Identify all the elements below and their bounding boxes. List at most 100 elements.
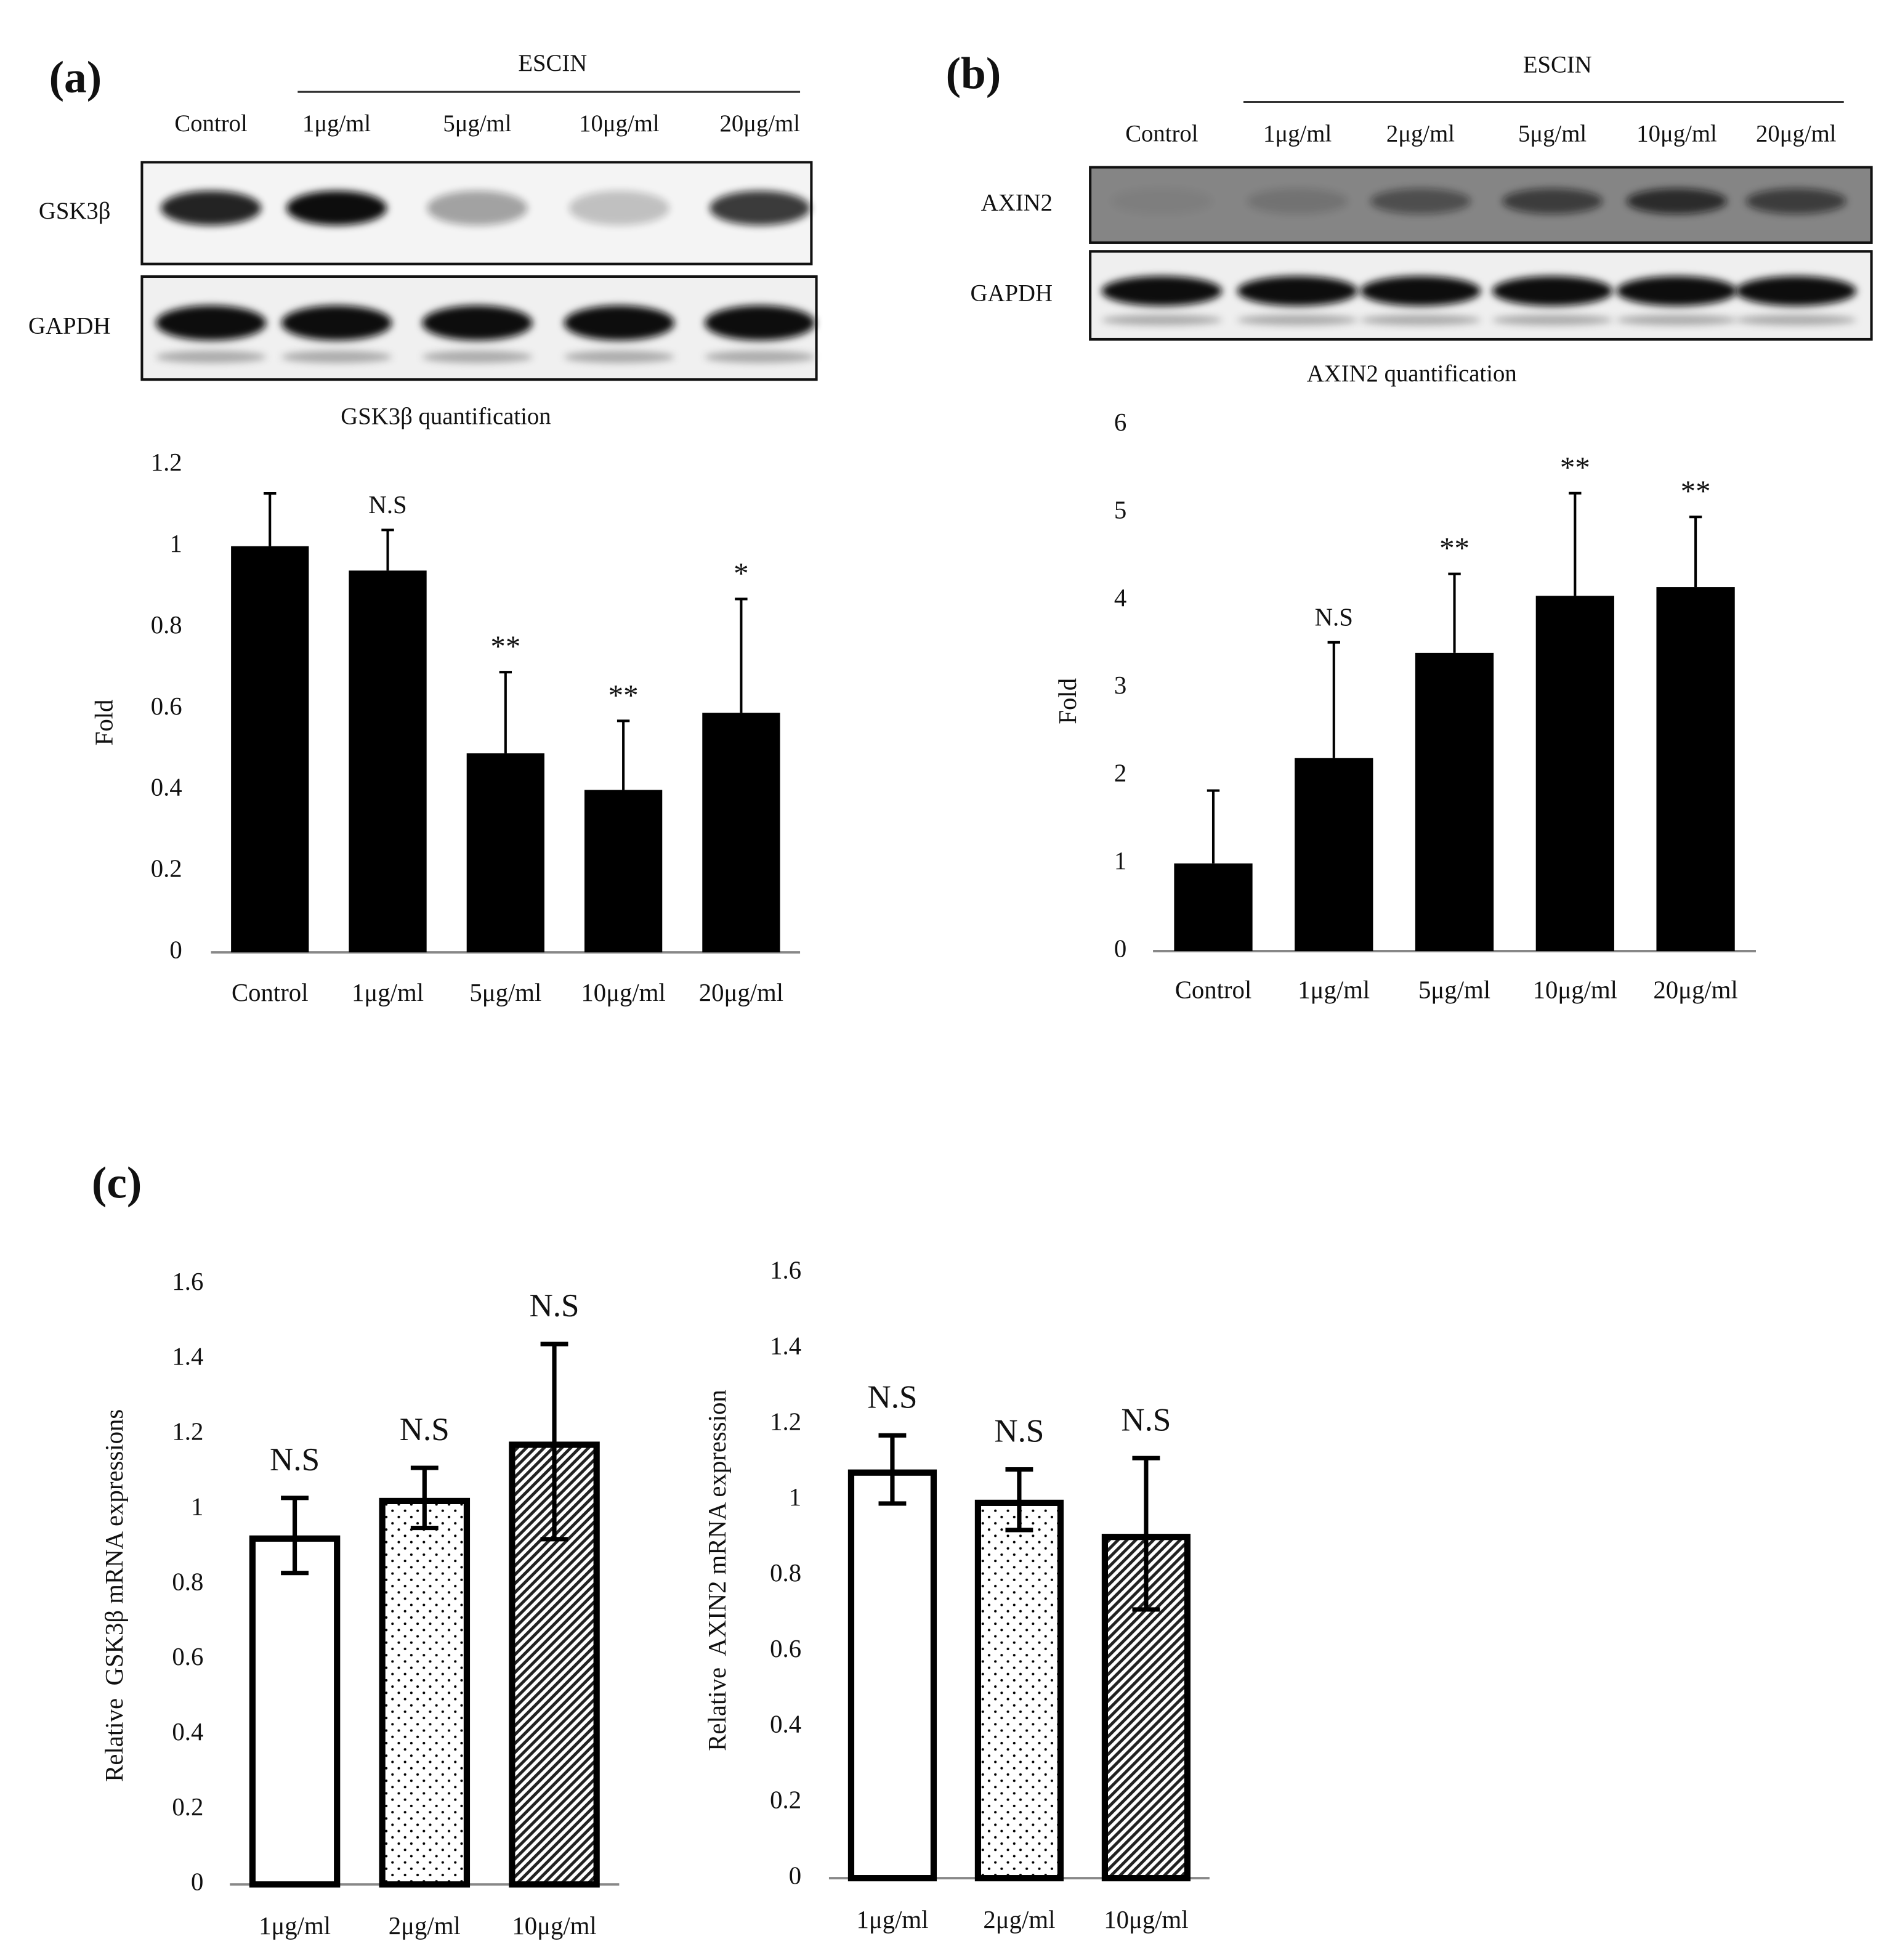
y-tick-label: 1.2 — [151, 448, 182, 476]
chart-title: AXIN2 quantification — [1307, 360, 1517, 387]
blot-band — [1237, 276, 1358, 306]
x-tick-label: 5μg/ml — [469, 979, 541, 1006]
y-tick-label: 5 — [1114, 496, 1126, 524]
annotation: N.S — [994, 1414, 1044, 1449]
x-tick-label: 2μg/ml — [389, 1912, 461, 1940]
annotation: N.S — [368, 491, 406, 519]
blot-band — [281, 305, 392, 341]
bar — [379, 1497, 471, 1888]
y-tick-label: 0.8 — [770, 1559, 801, 1587]
row-label: GAPDH — [971, 280, 1053, 306]
group-label: ESCIN — [1523, 51, 1592, 78]
annotation: ** — [490, 630, 520, 663]
y-tick-label: 0 — [191, 1868, 203, 1896]
blot-band — [1492, 314, 1613, 326]
y-tick-label: 0.6 — [770, 1635, 801, 1662]
y-tick-label: 0 — [789, 1861, 801, 1889]
x-tick-label: 10μg/ml — [581, 979, 665, 1006]
bar — [249, 1535, 341, 1888]
y-tick-label: 0.2 — [770, 1786, 801, 1814]
x-tick-label: Control — [1175, 976, 1252, 1004]
blot-band — [422, 305, 533, 341]
blot-band — [286, 190, 387, 225]
lane-label: 5μg/ml — [443, 110, 511, 137]
x-tick-label: 10μg/ml — [1104, 1906, 1188, 1934]
blot-band — [564, 305, 675, 341]
y-axis-label: Relative AXIN2 mRNA expression — [703, 1390, 731, 1751]
y-tick-label: 0.6 — [172, 1643, 203, 1670]
x-tick-label: 5μg/ml — [1418, 976, 1490, 1004]
lane-label: 10μg/ml — [579, 110, 660, 137]
x-tick-label: 20μg/ml — [699, 979, 783, 1006]
annotation: N.S — [400, 1412, 450, 1448]
blot-band — [1237, 314, 1358, 326]
y-tick-label: 1 — [789, 1483, 801, 1511]
lane-label: 5μg/ml — [1518, 120, 1587, 147]
blot-band — [1626, 188, 1728, 214]
blot-band — [422, 350, 533, 363]
lane-label: 10μg/ml — [1636, 120, 1717, 147]
y-tick-label: 1 — [191, 1492, 203, 1520]
error-bar — [1005, 1467, 1033, 1533]
y-tick-label: 1 — [1114, 847, 1126, 875]
row-label: GAPDH — [28, 312, 110, 339]
error-bar — [878, 1433, 907, 1506]
x-tick-label: 1μg/ml — [352, 979, 424, 1006]
blot-band — [427, 190, 528, 225]
y-tick-label: 4 — [1114, 584, 1126, 612]
annotation: ** — [1560, 450, 1590, 484]
row-label: AXIN2 — [981, 190, 1053, 216]
blot-band — [1370, 188, 1471, 214]
chart-title: GSK3β quantification — [341, 403, 551, 429]
y-tick-label: 1.2 — [172, 1418, 203, 1446]
blot-band — [1101, 276, 1223, 306]
lane-label: 20μg/ml — [720, 110, 801, 137]
y-tick-label: 1.2 — [770, 1407, 801, 1435]
x-tick-label: 10μg/ml — [512, 1912, 596, 1940]
annotation: N.S — [867, 1379, 917, 1415]
annotation: ** — [1439, 531, 1470, 565]
error-bar — [381, 528, 394, 571]
bar — [1656, 587, 1735, 952]
y-tick-label: 0.4 — [151, 774, 182, 801]
annotation: N.S — [270, 1442, 320, 1478]
y-tick-label: 0.8 — [151, 611, 182, 639]
y-tick-label: 0.4 — [172, 1718, 203, 1746]
blot-panel — [1089, 166, 1873, 244]
x-tick-label: 10μg/ml — [1533, 976, 1617, 1004]
y-tick-label: 0 — [1114, 934, 1126, 962]
y-tick-label: 1.6 — [172, 1268, 203, 1295]
blot-band — [281, 350, 392, 363]
y-tick-label: 0 — [169, 936, 182, 963]
error-bar — [410, 1465, 439, 1531]
y-tick-label: 1.4 — [172, 1343, 203, 1371]
bar — [1174, 863, 1253, 952]
lane-label: Control — [174, 110, 247, 137]
annotation: N.S — [1315, 603, 1353, 631]
bar — [847, 1469, 937, 1882]
blot-band — [1502, 188, 1603, 214]
error-bar — [735, 597, 748, 713]
blot-band — [1111, 188, 1212, 214]
error-bar — [540, 1342, 568, 1542]
blot-band — [161, 190, 262, 225]
blot-band — [1492, 276, 1613, 306]
blot-band — [710, 190, 811, 225]
error-bar — [281, 1496, 309, 1576]
bar — [466, 753, 544, 953]
error-bar — [1569, 492, 1582, 596]
group-label: ESCIN — [518, 50, 587, 76]
blot-band — [1360, 276, 1481, 306]
y-tick-label: 1.4 — [770, 1332, 801, 1359]
blot-band — [1616, 314, 1737, 326]
y-axis-label: Fold — [1054, 678, 1081, 724]
blot-band — [564, 350, 675, 363]
lane-label: 1μg/ml — [302, 110, 371, 137]
y-tick-label: 0.4 — [770, 1711, 801, 1738]
y-tick-label: 0.6 — [151, 692, 182, 720]
blot-band — [1616, 276, 1737, 306]
panel-label: (a) — [49, 52, 102, 102]
y-tick-label: 6 — [1114, 408, 1126, 436]
blot-band — [1736, 276, 1857, 306]
